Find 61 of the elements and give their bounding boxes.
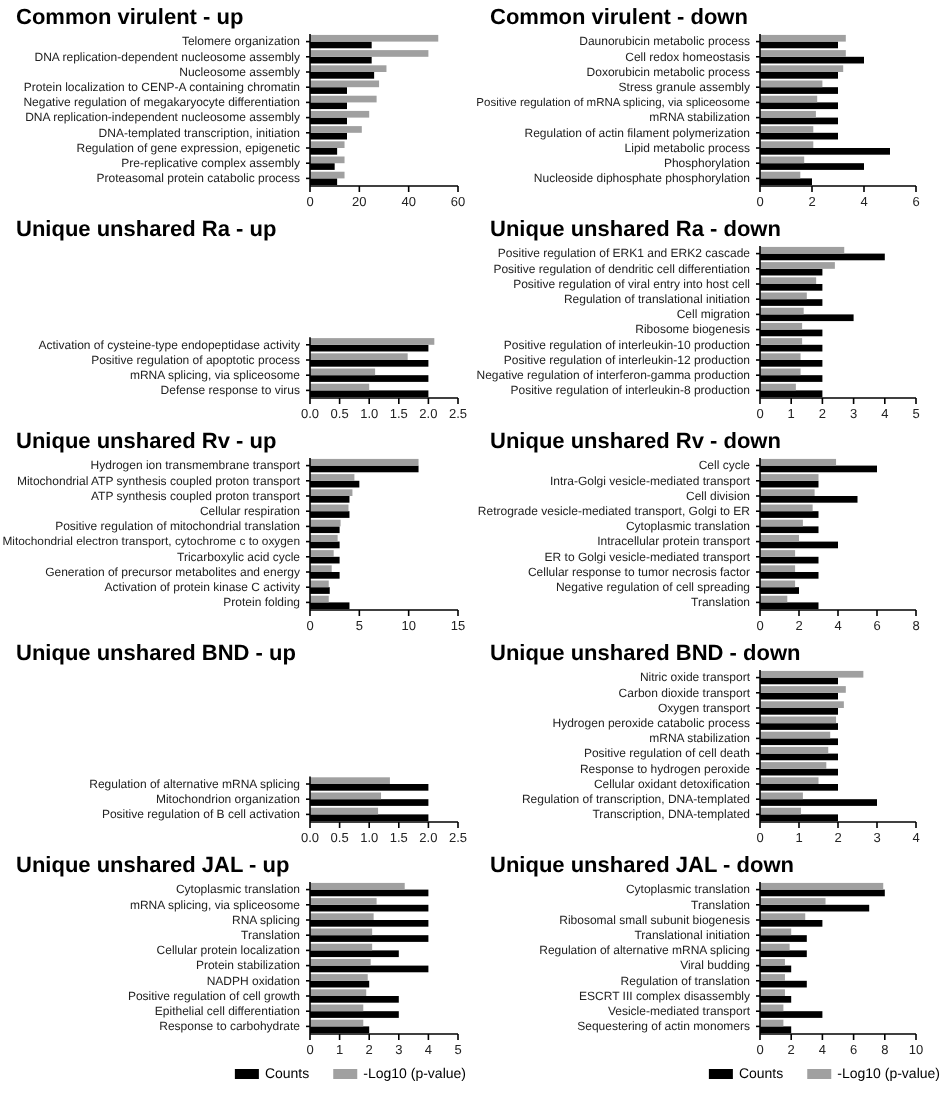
bar: [310, 65, 387, 72]
bar: [310, 898, 377, 905]
bar: [760, 670, 864, 678]
chart-title: Unique unshared Rv - up: [16, 430, 277, 454]
bar: [760, 246, 845, 254]
bar: [310, 141, 345, 148]
bar: [310, 974, 368, 981]
bar: [760, 898, 826, 905]
bar: [310, 534, 338, 542]
bar: [760, 762, 827, 769]
bar: [310, 474, 355, 481]
bar: [760, 534, 799, 542]
chart-title: Unique unshared JAL - up: [16, 854, 290, 878]
chart-title: Unique unshared BND - up: [16, 642, 297, 666]
bar: [760, 686, 846, 693]
text: Common virulent - up: [16, 6, 244, 30]
bar: [310, 126, 362, 133]
bar: [760, 489, 815, 496]
bar: [310, 913, 374, 920]
bar: [760, 746, 829, 754]
bar: [760, 277, 817, 284]
bar: [310, 458, 419, 466]
bar: [760, 458, 837, 466]
chart-title: Unique unshared JAL - down: [490, 854, 795, 878]
bar: [760, 262, 835, 269]
chart-title: Common virulent - down: [490, 6, 749, 30]
bar: [310, 777, 390, 784]
bar: [760, 141, 814, 148]
bar: [760, 882, 884, 890]
bar: [760, 34, 846, 42]
bar: [760, 701, 844, 708]
bar: [760, 474, 819, 481]
bar: [760, 126, 814, 133]
bar: [760, 322, 803, 330]
bar: [310, 958, 371, 966]
bar: [310, 882, 405, 890]
bar: [760, 974, 785, 981]
bar: [760, 110, 816, 118]
bar: [310, 34, 439, 42]
bar: [760, 353, 801, 360]
bar: [760, 913, 806, 920]
bar: [310, 489, 353, 496]
bar: [760, 338, 803, 345]
bar: [760, 777, 819, 784]
bar: [760, 565, 796, 572]
bar: [760, 958, 785, 966]
bar: [760, 550, 796, 557]
bar: [310, 565, 332, 572]
bar: [310, 550, 334, 557]
bar: [760, 989, 785, 996]
chart-title: Unique unshared Ra - up: [16, 218, 277, 242]
bar: [760, 50, 846, 57]
bar: [310, 50, 429, 57]
chart-title: Unique unshared Ra - down: [490, 218, 782, 242]
bar: [760, 65, 844, 72]
bar: [310, 989, 367, 996]
bar: [310, 110, 370, 118]
chart-title: Unique unshared BND - down: [490, 642, 801, 666]
bar: [310, 338, 435, 345]
chart-title: Unique unshared Rv - down: [490, 430, 782, 454]
bar: [310, 353, 408, 360]
